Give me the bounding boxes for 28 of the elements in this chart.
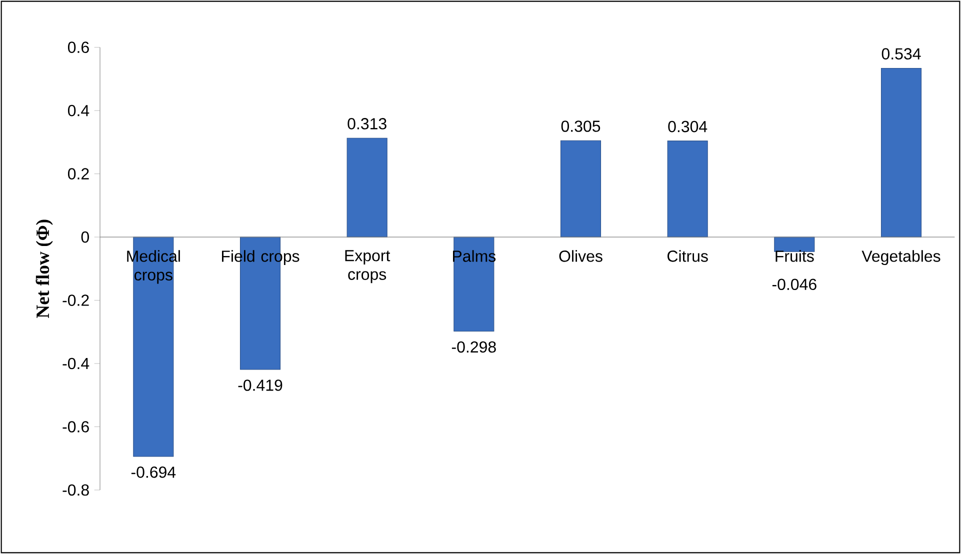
y-tick-label: 0.6 xyxy=(68,42,89,53)
data-label: 0.305 xyxy=(561,120,600,132)
bar xyxy=(560,140,602,238)
data-label: -0.694 xyxy=(131,466,176,478)
y-tick-label: 0.2 xyxy=(68,168,89,180)
x-tick-label: Citrus xyxy=(668,250,708,262)
y-tick-label: 0 xyxy=(81,231,89,243)
data-label: 0.534 xyxy=(882,48,921,60)
y-tick-label: -0.2 xyxy=(62,294,89,306)
y-tick-label: -0.6 xyxy=(62,421,89,432)
data-label: -0.298 xyxy=(452,341,496,353)
data-label: 0.304 xyxy=(668,120,708,132)
bar xyxy=(346,138,388,238)
data-label: 0.313 xyxy=(348,118,386,130)
x-tick-label: Vegetables xyxy=(862,250,940,266)
bar xyxy=(880,68,922,238)
x-tick-label: Export crops xyxy=(345,250,390,284)
data-label: -0.419 xyxy=(238,380,282,391)
x-tick-label: Fruits xyxy=(776,250,814,262)
bar xyxy=(667,140,708,238)
y-tick-label: 0.4 xyxy=(68,104,90,116)
bar xyxy=(774,236,815,252)
y-tick-label: -0.4 xyxy=(62,358,90,370)
y-tick-label: -0.8 xyxy=(62,484,89,496)
y-axis-title: Net flow (Φ) xyxy=(36,220,53,318)
data-label: -0.046 xyxy=(772,278,816,290)
x-tick-label: Olives xyxy=(559,250,602,262)
bar xyxy=(454,236,494,332)
